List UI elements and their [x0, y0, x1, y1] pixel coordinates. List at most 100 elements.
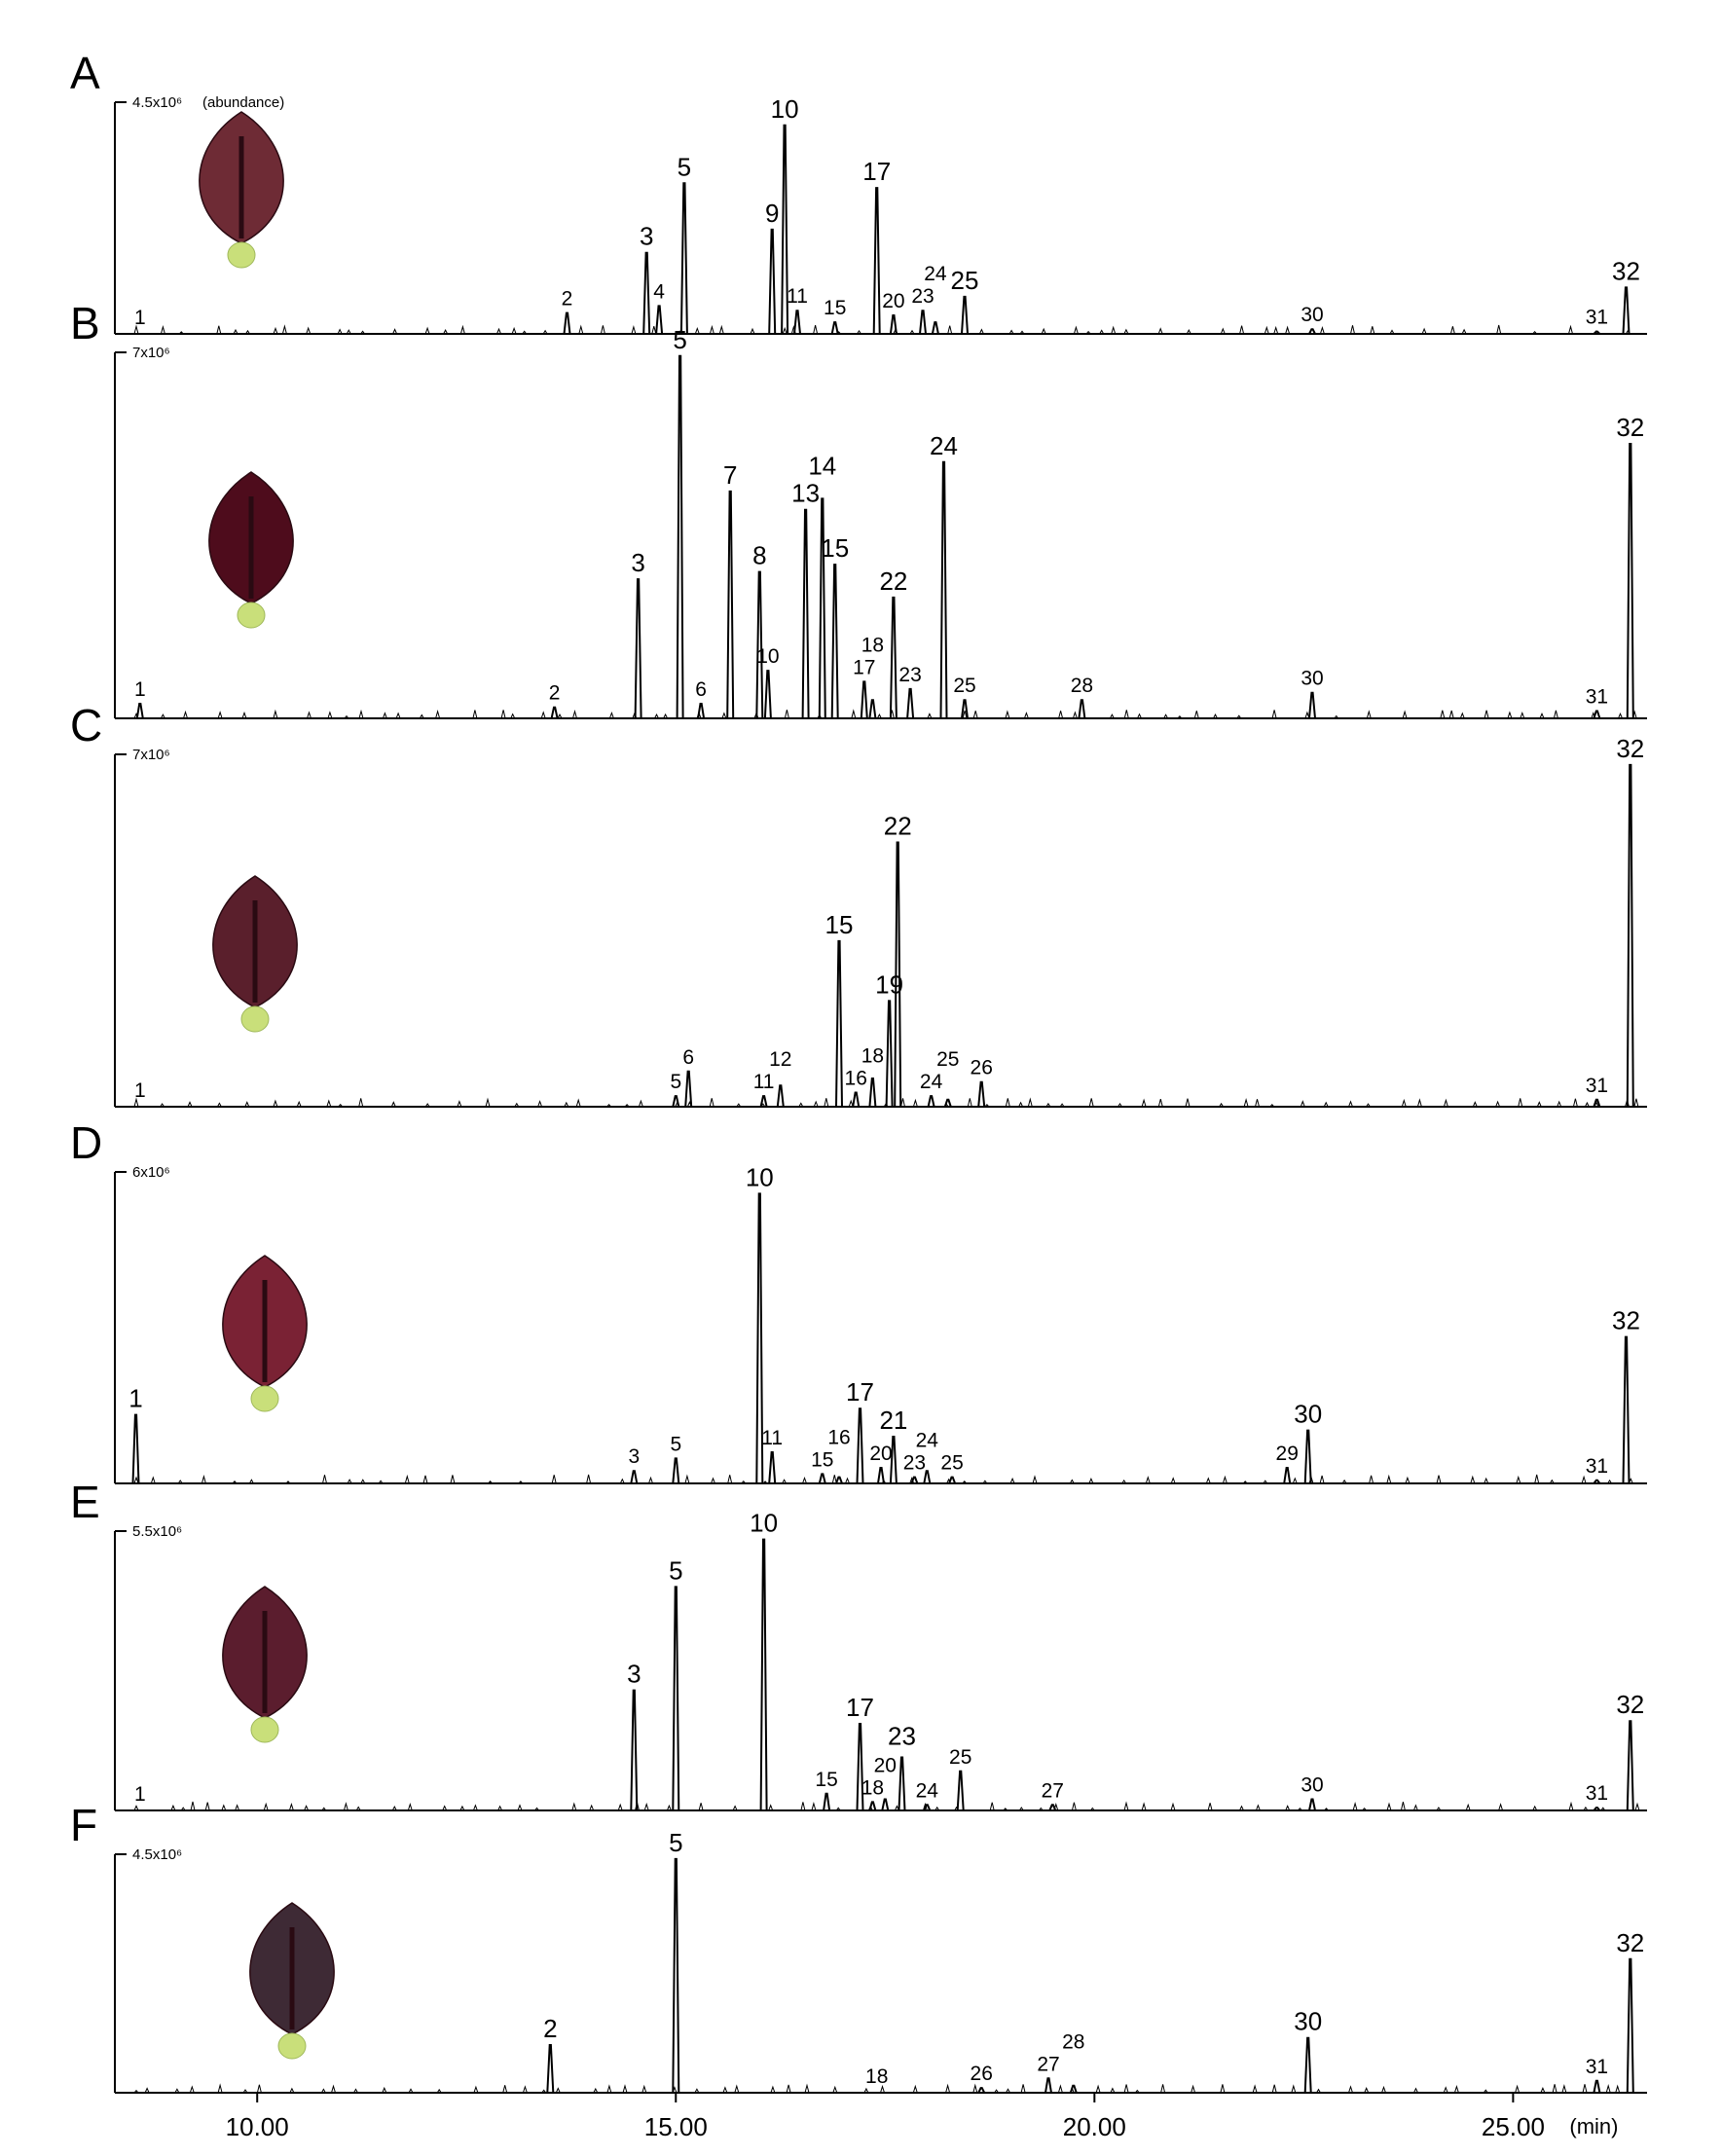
peak-label: 26: [971, 1057, 993, 1079]
peak: [642, 251, 651, 335]
peak: [759, 1095, 768, 1108]
peak-label: 23: [898, 664, 921, 686]
y-scale-label: 4.5x10⁶: [132, 1846, 182, 1863]
panel-letter: F: [70, 1800, 97, 1850]
peak-label: 27: [1037, 2053, 1059, 2075]
peak-label: 23: [888, 1721, 916, 1750]
peak: [768, 228, 777, 335]
peak: [726, 490, 735, 719]
peak-label: 24: [916, 1430, 939, 1452]
panel-letter: D: [70, 1117, 102, 1168]
peak: [776, 1084, 785, 1108]
peak-label: 2: [562, 288, 573, 311]
peak-label: 10: [750, 1509, 778, 1538]
peak: [1308, 691, 1316, 719]
peak-label: 25: [940, 1452, 963, 1475]
peak-label: 5: [678, 152, 691, 181]
peak-label: 26: [971, 2063, 993, 2085]
peak-label: 21: [879, 1406, 907, 1435]
peak: [898, 1756, 906, 1811]
peak: [919, 310, 927, 335]
peak: [977, 2087, 986, 2094]
peak-label: 3: [640, 222, 653, 251]
peak-label: 22: [879, 566, 907, 596]
peak: [856, 1407, 864, 1484]
peak-label: 17: [846, 1377, 874, 1407]
peak-label: 32: [1612, 1306, 1640, 1335]
peak: [894, 841, 902, 1108]
peak-label: 24: [924, 263, 947, 285]
peak: [943, 1098, 952, 1108]
peak: [889, 596, 898, 719]
ovary-shape: [250, 1385, 279, 1412]
peak: [759, 1538, 768, 1811]
peak-label: 28: [1071, 675, 1093, 697]
peak-label: 6: [682, 1046, 694, 1069]
peak-label: 8: [752, 541, 766, 570]
peak-label: 31: [1586, 2056, 1608, 2078]
peak: [630, 1689, 639, 1811]
peak-label: 24: [920, 1071, 943, 1093]
peak: [856, 1723, 864, 1811]
flower-photo: [208, 471, 294, 629]
peak-label: 32: [1616, 1690, 1644, 1719]
baseline-noise: [133, 2083, 1621, 2094]
peak: [793, 310, 801, 335]
peak-label: 1: [134, 1079, 146, 1102]
peak-label: 6: [695, 678, 707, 701]
peak-label: 2: [549, 682, 561, 705]
peak: [1593, 1479, 1601, 1484]
peak-label: 28: [1062, 2030, 1084, 2053]
peak: [923, 1804, 932, 1811]
peak-label: 30: [1301, 304, 1323, 326]
peak: [546, 2044, 555, 2094]
peak-label: 18: [861, 1776, 884, 1799]
flower-photo: [222, 1586, 308, 1743]
x-axis: 10.00 15.00 20.00 25.00 (min): [226, 2093, 1619, 2141]
peak-label: 31: [1586, 1075, 1608, 1097]
y-scale-label: 7x10⁶: [132, 747, 170, 763]
peak-label: 4: [653, 280, 665, 303]
peak-label: 7: [723, 460, 737, 490]
peak: [889, 1436, 898, 1484]
peak-label: 13: [791, 479, 820, 508]
peak-label: 31: [1586, 307, 1608, 329]
peak: [550, 706, 559, 719]
peak: [877, 1467, 885, 1484]
peak-label: 5: [669, 1555, 682, 1585]
peak-label: 15: [811, 1448, 833, 1471]
peak-label: 1: [134, 1783, 146, 1806]
peak-label: 2: [543, 2014, 557, 2043]
peak: [1622, 1335, 1630, 1484]
peak: [672, 1095, 680, 1108]
peak: [923, 1470, 932, 1484]
peak: [1622, 286, 1630, 335]
peak-label: 27: [1042, 1779, 1064, 1802]
peak: [1626, 443, 1634, 719]
peak-label: 24: [916, 1779, 939, 1802]
peak-label: 31: [1586, 686, 1608, 709]
peak-label: 10: [756, 645, 779, 668]
peak: [823, 1792, 831, 1811]
peak: [961, 699, 969, 719]
peak: [948, 1476, 957, 1484]
panel-letter: C: [70, 700, 102, 750]
peak-label: 30: [1294, 1400, 1322, 1429]
peak: [906, 687, 915, 719]
peak-label: 29: [1276, 1443, 1299, 1465]
y-scale-label: 6x10⁶: [132, 1164, 170, 1181]
peak: [781, 124, 789, 335]
peak: [881, 1798, 890, 1811]
ovary-shape: [237, 602, 266, 629]
peak: [672, 1457, 680, 1484]
flower-photo: [249, 1902, 335, 2060]
ovary-shape: [227, 241, 256, 269]
y-scale-label: 7x10⁶: [132, 345, 170, 361]
peak: [1283, 1467, 1292, 1484]
peak: [768, 1451, 777, 1484]
peak: [634, 578, 642, 719]
peak: [860, 680, 868, 719]
peak-label: 32: [1616, 734, 1644, 763]
